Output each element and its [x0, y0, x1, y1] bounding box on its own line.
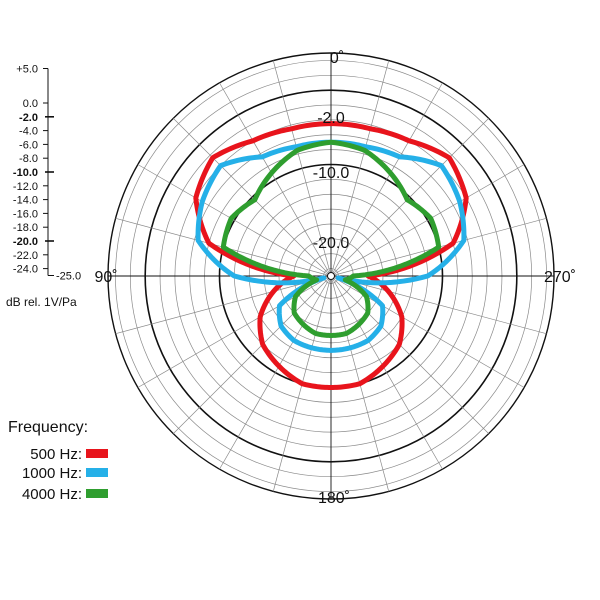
- legend: Frequency: 500 Hz: 1000 Hz: 4000 Hz:: [8, 419, 108, 503]
- scale-tick-label: -2.0: [19, 112, 38, 124]
- legend-label: 4000 Hz:: [22, 486, 82, 503]
- grid-spoke: [137, 164, 332, 277]
- center-marker: [327, 272, 335, 280]
- ring-label-minus-10: -10.0: [313, 165, 350, 182]
- scale-tick-label: -18.0: [13, 222, 38, 234]
- scale-tick-label: -24.0: [13, 264, 38, 276]
- scale-tick-label: -8.0: [19, 153, 38, 165]
- scale-tick-label: -14.0: [13, 195, 38, 207]
- scale-tick-label: -10.0: [13, 167, 38, 179]
- scale-tick-label: -12.0: [13, 181, 38, 193]
- scale-tick-label: -22.0: [13, 250, 38, 262]
- polar-curves: [193, 121, 469, 390]
- scale-tick-label: -4.0: [19, 126, 38, 138]
- grid-spoke: [330, 275, 489, 434]
- grid-spoke: [173, 118, 332, 277]
- polar-curve-1: [193, 121, 469, 390]
- polar-grid: [107, 52, 555, 500]
- scale-tick-label: +5.0: [16, 64, 38, 76]
- ring-label-minus-2: -2.0: [317, 110, 345, 127]
- angle-label-90: 90˚: [94, 269, 117, 286]
- grid-spoke: [330, 164, 525, 277]
- grid-spoke: [330, 275, 547, 335]
- grid-spoke: [219, 82, 332, 277]
- grid-spoke: [173, 275, 332, 434]
- scale-tick-label: -20.0: [13, 236, 38, 248]
- unit-label: dB rel. 1V/Pa: [6, 295, 77, 309]
- legend-title: Frequency:: [8, 419, 88, 436]
- legend-label: 500 Hz:: [30, 446, 82, 463]
- legend-swatch: [86, 468, 108, 477]
- polar-curve-3: [220, 139, 442, 338]
- grid-spoke: [272, 60, 332, 277]
- legend-label: 1000 Hz:: [22, 465, 82, 482]
- legend-swatch: [86, 449, 108, 458]
- scale-tick-label: 0.0: [23, 98, 38, 110]
- scale-tick-label: -16.0: [13, 208, 38, 220]
- angle-label-270: 270˚: [544, 269, 576, 286]
- grid-spoke: [330, 82, 443, 277]
- grid-spoke: [330, 275, 443, 470]
- ring-label-minus-20: -20.0: [313, 235, 350, 252]
- grid-spoke: [115, 275, 332, 335]
- legend-swatch: [86, 489, 108, 498]
- grid-spoke: [330, 60, 390, 277]
- angle-label-0: 0˚: [330, 50, 344, 67]
- grid-spoke: [330, 118, 489, 277]
- scale-tick-label: -25.0: [56, 271, 81, 283]
- grid-spoke: [219, 275, 332, 470]
- db-scale: +5.00.0-2.0-4.0-6.0-8.0-10.0-12.0-14.0-1…: [13, 64, 81, 283]
- angle-label-180: 180˚: [318, 490, 350, 507]
- scale-tick-label: -6.0: [19, 139, 38, 151]
- polar-curve-2: [195, 139, 467, 353]
